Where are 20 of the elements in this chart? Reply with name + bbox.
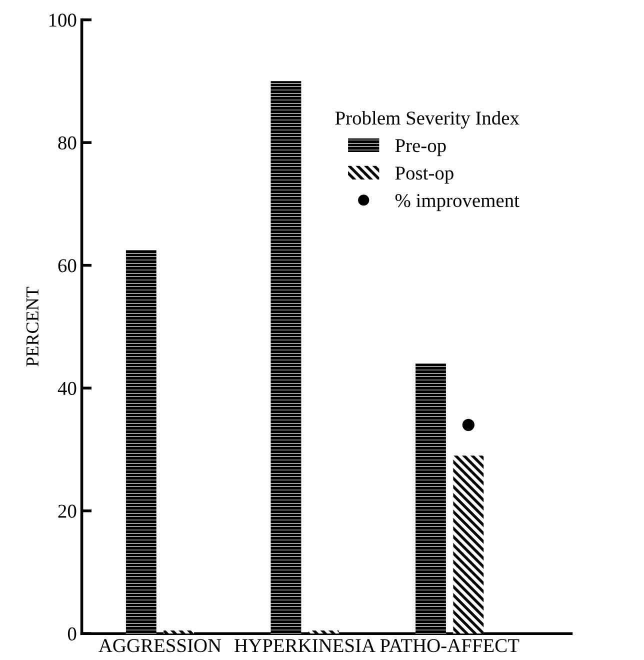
y-tick-label: 40 [58, 382, 76, 396]
bar [164, 630, 194, 634]
bar [126, 250, 156, 634]
y-tick-label: 0 [68, 627, 76, 641]
bar [416, 364, 446, 634]
x-tick-label: HYPERKINESIA [234, 639, 376, 652]
y-tick-label: 20 [58, 504, 76, 518]
y-axis-title: PERCENT [26, 286, 39, 366]
y-tick-label: 100 [49, 14, 76, 27]
bar [308, 630, 339, 634]
bar [453, 456, 484, 634]
bar [270, 81, 302, 634]
x-tick-label: PATHO-AFFECT [380, 639, 520, 652]
y-tick-label: 60 [58, 259, 76, 272]
legend-label: Pre-op [395, 139, 446, 156]
legend-label: Post-op [395, 166, 454, 184]
x-tick-label: AGGRESSION [98, 639, 222, 652]
legend-label: % improvement [395, 194, 520, 212]
legend-title: Problem Severity Index [335, 110, 520, 129]
y-tick-label: 80 [58, 136, 76, 150]
